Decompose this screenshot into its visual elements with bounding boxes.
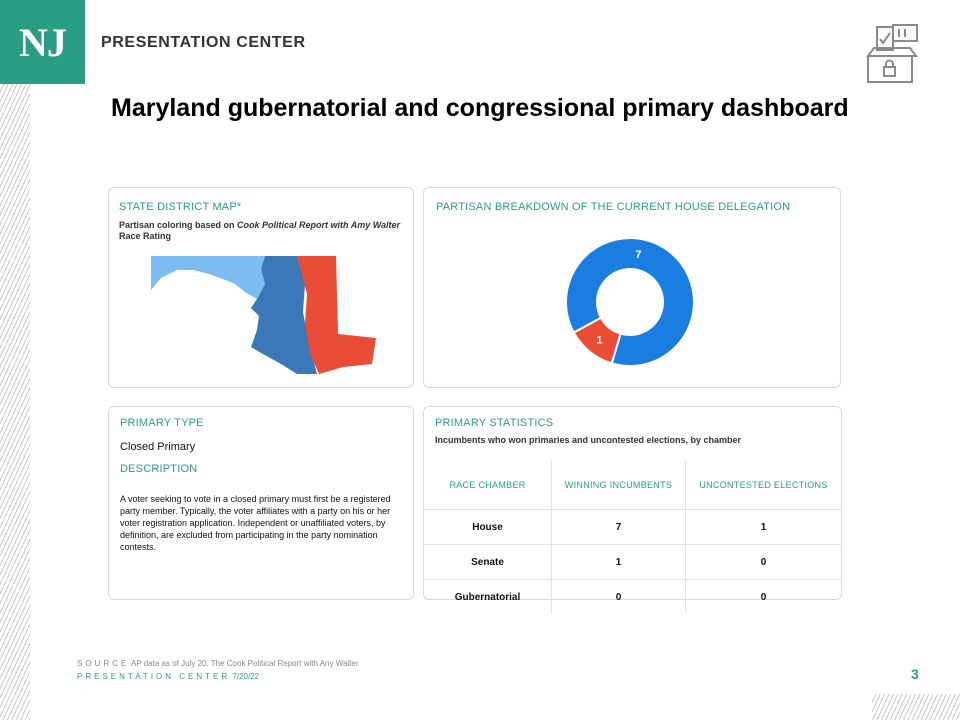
logo-text: NJ bbox=[19, 19, 67, 65]
donut-card-title: PARTISAN BREAKDOWN OF THE CURRENT HOUSE … bbox=[436, 201, 791, 213]
column-header: RACE CHAMBER bbox=[424, 460, 552, 510]
table-row: House 7 1 bbox=[424, 509, 841, 545]
footer-date: 7/20/22 bbox=[232, 672, 260, 681]
ballot-box-icon bbox=[866, 24, 918, 83]
partisan-breakdown-card: PARTISAN BREAKDOWN OF THE CURRENT HOUSE … bbox=[423, 187, 841, 388]
primary-type-description: A voter seeking to vote in a closed prim… bbox=[120, 494, 391, 552]
nj-logo: NJ bbox=[0, 0, 85, 84]
presentation-center-footnote: PRESENTATION CENTER 7/20/22 bbox=[77, 672, 259, 681]
map-region-east bbox=[297, 256, 376, 374]
table-cell: 1 bbox=[551, 544, 686, 580]
source-label: SOURCE bbox=[77, 659, 130, 668]
stats-card-title: PRIMARY STATISTICS bbox=[435, 417, 554, 429]
primary-type-card: PRIMARY TYPE Closed Primary DESCRIPTION … bbox=[108, 406, 414, 600]
primary-type-value: Closed Primary bbox=[120, 441, 196, 453]
map-region-central bbox=[251, 256, 317, 374]
map-card-subtitle: Partisan coloring based on Cook Politica… bbox=[119, 220, 401, 241]
source-footnote: SOURCE AP data as of July 20, The Cook P… bbox=[77, 659, 359, 668]
donut-data-label: 7 bbox=[635, 249, 641, 261]
column-header: WINNING INCUMBENTS bbox=[551, 460, 686, 510]
partisan-donut-chart: 17 bbox=[565, 237, 695, 367]
table-cell: House bbox=[424, 509, 552, 545]
table-cell: 0 bbox=[685, 544, 841, 580]
state-district-map-card: STATE DISTRICT MAP* Partisan coloring ba… bbox=[108, 187, 414, 388]
table-cell: 0 bbox=[551, 579, 686, 614]
footer-center-label: PRESENTATION CENTER bbox=[77, 672, 231, 681]
table-cell: Senate bbox=[424, 544, 552, 580]
brand-name: PRESENTATION CENTER bbox=[101, 34, 306, 51]
primary-stats-table: RACE CHAMBER WINNING INCUMBENTS UNCONTES… bbox=[424, 460, 841, 614]
table-row: Senate 1 0 bbox=[424, 544, 841, 580]
donut-slice bbox=[565, 237, 695, 367]
maryland-district-map bbox=[151, 256, 376, 374]
table-cell: Gubernatorial bbox=[424, 579, 552, 614]
table-cell: 0 bbox=[685, 579, 841, 614]
donut-data-label: 1 bbox=[596, 335, 602, 347]
decorative-hatch-bottom-right bbox=[872, 694, 960, 720]
page-number: 3 bbox=[911, 666, 919, 682]
primary-statistics-card: PRIMARY STATISTICS Incumbents who won pr… bbox=[423, 406, 842, 614]
map-card-title: STATE DISTRICT MAP* bbox=[119, 201, 242, 213]
table-cell: 1 bbox=[685, 509, 841, 545]
stats-card-subtitle: Incumbents who won primaries and unconte… bbox=[435, 435, 742, 445]
primary-type-title: PRIMARY TYPE bbox=[120, 417, 204, 429]
table-row: Gubernatorial 0 0 bbox=[424, 579, 841, 614]
source-text: AP data as of July 20, The Cook Politica… bbox=[131, 659, 359, 668]
table-header-row: RACE CHAMBER WINNING INCUMBENTS UNCONTES… bbox=[424, 460, 841, 510]
table-cell: 7 bbox=[551, 509, 686, 545]
decorative-hatch-left bbox=[0, 84, 30, 720]
column-header: UNCONTESTED ELECTIONS bbox=[699, 479, 828, 490]
page-title: Maryland gubernatorial and congressional… bbox=[111, 94, 849, 122]
description-title: DESCRIPTION bbox=[120, 463, 198, 475]
map-region-west bbox=[151, 256, 265, 299]
